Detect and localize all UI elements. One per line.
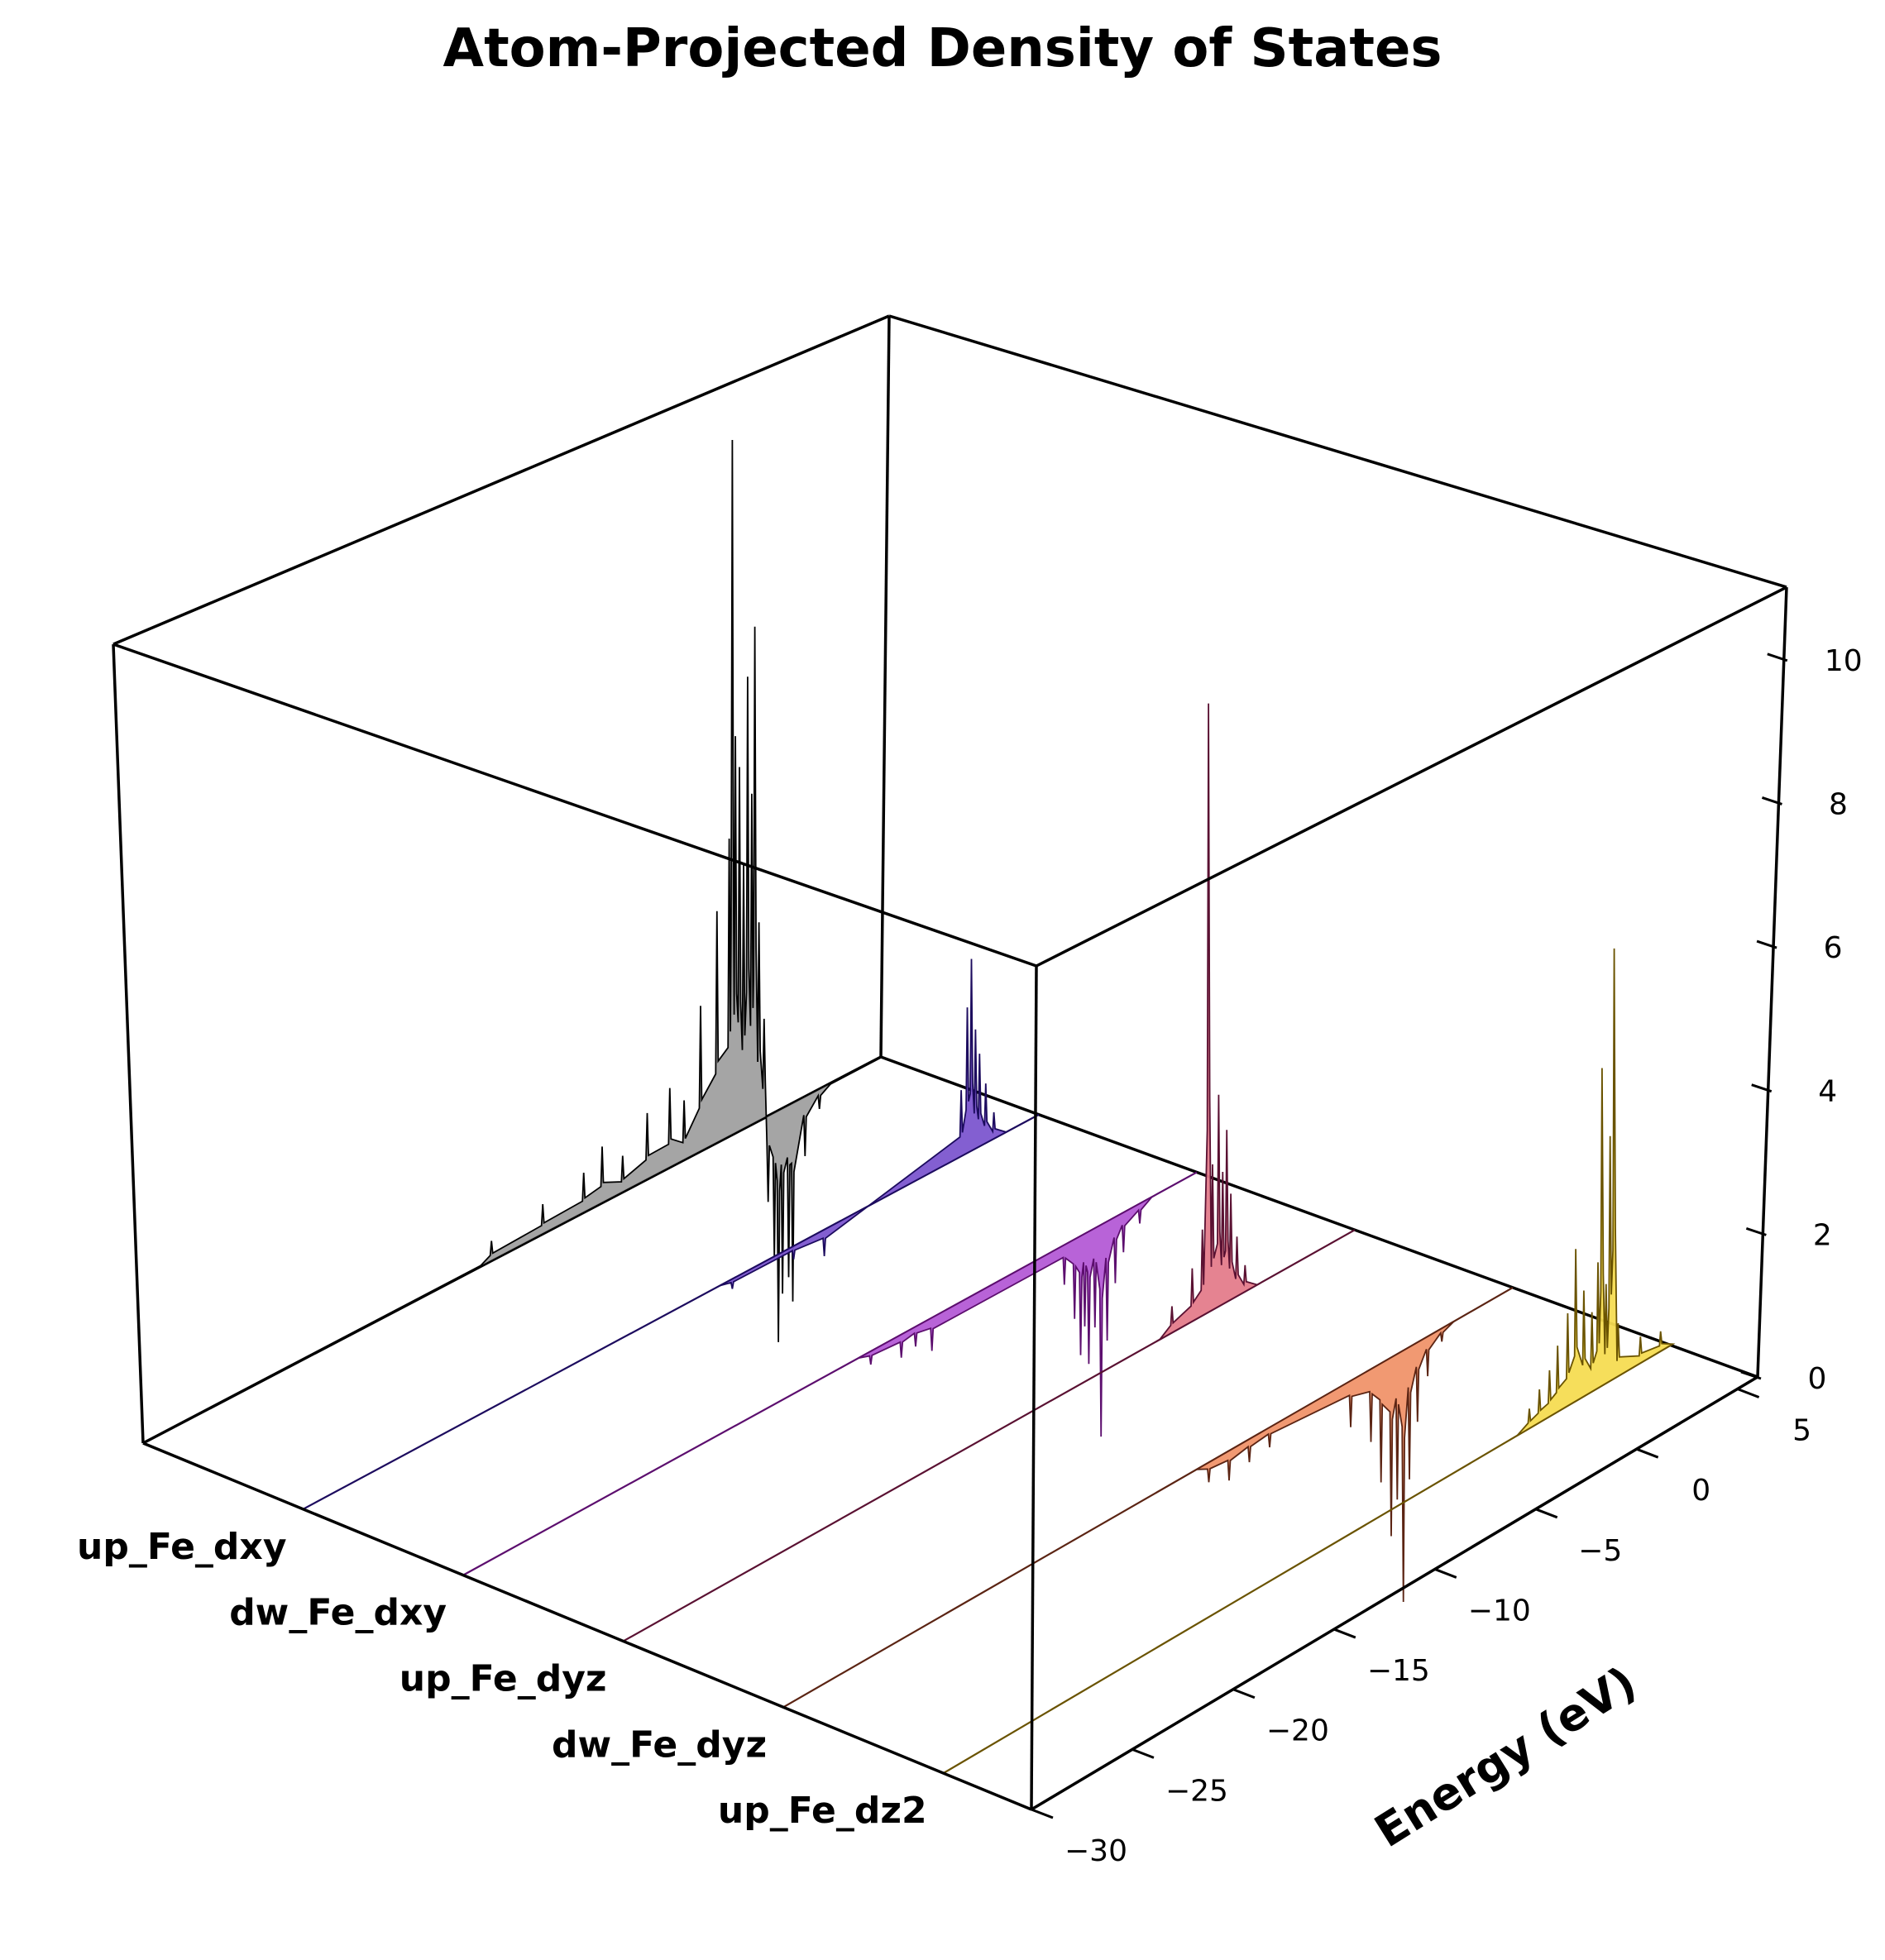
- z-tick-label: 0: [1808, 1362, 1827, 1396]
- x-tick-label: 5: [1792, 1414, 1811, 1448]
- z-tick: [1745, 1226, 1767, 1236]
- box-edge: [112, 643, 1037, 968]
- x-tick-label: 0: [1691, 1474, 1710, 1508]
- x-tick: [1737, 1388, 1760, 1398]
- box-edge: [112, 643, 145, 1444]
- x-tick-label: −25: [1165, 1774, 1228, 1808]
- dos-axis: 0 2 4 6 8 10: [1740, 644, 1863, 1396]
- z-tick: [1767, 653, 1788, 662]
- z-tick-label: 10: [1825, 644, 1863, 678]
- x-tick: [1636, 1447, 1659, 1459]
- orbital-label: dw_Fe_dxy: [229, 1592, 447, 1634]
- orbital-label: up_Fe_dxy: [77, 1526, 287, 1568]
- z-tick: [1761, 796, 1782, 806]
- x-tick: [1434, 1568, 1457, 1579]
- series-area: [1516, 948, 1676, 1437]
- axes-box-back: [112, 314, 1788, 1445]
- box-edge: [888, 314, 1787, 589]
- box-edge: [142, 1441, 1032, 1811]
- x-tick: [1232, 1688, 1256, 1699]
- series-area: [858, 1196, 1153, 1437]
- z-tick: [1756, 939, 1777, 949]
- z-tick: [1751, 1083, 1773, 1093]
- x-tick-label: −15: [1367, 1654, 1430, 1688]
- x-tick-label: −10: [1468, 1594, 1531, 1628]
- box-edge: [1036, 586, 1787, 968]
- box-edge: [112, 314, 890, 646]
- series-layer: [142, 439, 1676, 1775]
- x-tick: [1333, 1628, 1356, 1639]
- x-tick: [1031, 1808, 1054, 1819]
- axes-box-front: [112, 586, 1787, 1811]
- box-edge: [879, 315, 891, 1058]
- x-tick: [1535, 1508, 1558, 1519]
- box-edge: [1030, 965, 1038, 1810]
- box-edge: [880, 1055, 1758, 1379]
- orbital-label: up_Fe_dz2: [718, 1790, 927, 1832]
- orbital-label: up_Fe_dyz: [399, 1657, 607, 1699]
- box-edge: [1756, 586, 1788, 1378]
- series-area: [1196, 1321, 1455, 1603]
- orbital-label: dw_Fe_dyz: [552, 1723, 767, 1766]
- box-edge: [1031, 1375, 1758, 1811]
- chart-title: Atom-Projected Density of States: [443, 18, 1442, 79]
- series-area: [720, 958, 1008, 1289]
- z-tick-label: 2: [1813, 1218, 1832, 1252]
- orbital-axis: up_Fe_dxy dw_Fe_dxy up_Fe_dyz dw_Fe_dyz up_F…: [77, 1526, 927, 1832]
- x-tick-label: −30: [1064, 1834, 1127, 1868]
- x-tick-label: −20: [1266, 1714, 1329, 1748]
- z-tick: [1740, 1370, 1762, 1380]
- series-area: [478, 439, 833, 1342]
- energy-axis: −30 −25 −20 −15 −10 −5 0 5: [1031, 1388, 1811, 1868]
- z-tick-label: 6: [1824, 931, 1843, 965]
- z-tick-label: 4: [1818, 1075, 1837, 1109]
- x-tick-label: −5: [1578, 1534, 1622, 1568]
- x-tick: [1131, 1747, 1155, 1759]
- z-tick-label: 8: [1829, 787, 1848, 821]
- series-area: [1159, 703, 1260, 1341]
